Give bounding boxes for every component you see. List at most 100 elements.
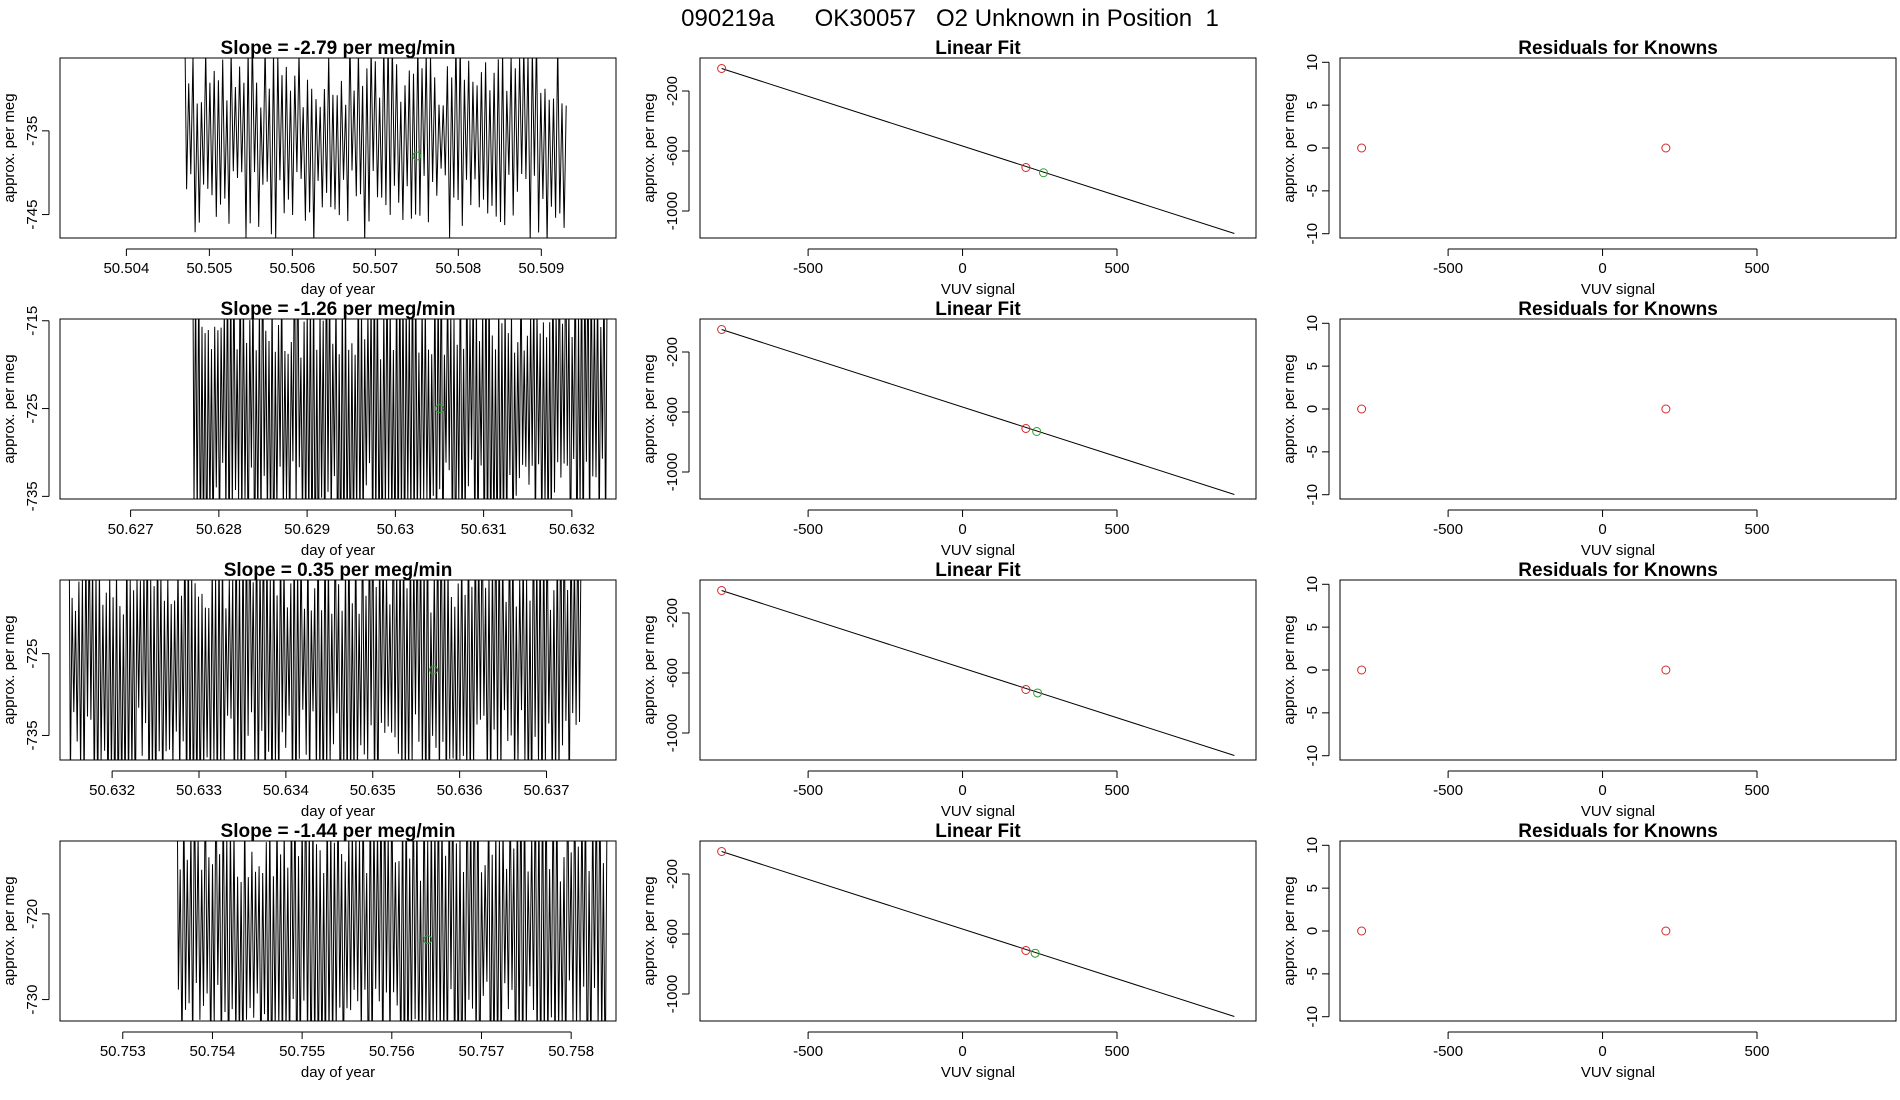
plot-frame bbox=[1339, 579, 1897, 761]
y-tick-label: -1000 bbox=[664, 714, 681, 752]
x-tick-label: 50.753 bbox=[100, 1043, 146, 1060]
fit-line bbox=[721, 329, 1235, 495]
y-tick-label: -5 bbox=[1304, 445, 1321, 458]
panel-title: Linear Fit bbox=[935, 560, 1021, 581]
y-axis-label: approx. per meg bbox=[1281, 876, 1298, 985]
y-tick-label: -725 bbox=[24, 394, 41, 424]
data-trace bbox=[177, 841, 608, 1021]
known-point-2 bbox=[1661, 926, 1671, 936]
plot-area bbox=[717, 325, 1235, 495]
known-point-1 bbox=[717, 847, 727, 856]
x-tick-label: 500 bbox=[1104, 521, 1129, 538]
y-axis-label: approx. per meg bbox=[1, 93, 18, 202]
y-tick-label: -600 bbox=[664, 136, 681, 166]
x-tick-label: 0 bbox=[1598, 260, 1606, 277]
x-tick-label: 50.636 bbox=[437, 782, 483, 799]
unknown-point bbox=[1032, 427, 1042, 436]
x-tick-label: 50.633 bbox=[176, 782, 222, 799]
panel-title: Linear Fit bbox=[935, 821, 1021, 842]
y-tick-label: -730 bbox=[24, 985, 41, 1015]
x-axis-label: VUV signal bbox=[941, 281, 1015, 298]
plot-frame bbox=[699, 840, 1257, 1022]
x-tick-label: 50.637 bbox=[524, 782, 570, 799]
x-tick-label: 0 bbox=[958, 521, 966, 538]
panel-title: Slope = -2.79 per meg/min bbox=[221, 38, 456, 59]
x-tick-label: 500 bbox=[1104, 1043, 1129, 1060]
x-tick-label: -500 bbox=[793, 260, 823, 277]
plot-frame bbox=[59, 579, 617, 761]
x-axis-label: day of year bbox=[301, 1064, 375, 1081]
x-tick-label: 50.632 bbox=[549, 521, 595, 538]
y-tick-label: -735 bbox=[24, 481, 41, 511]
x-tick-label: 0 bbox=[958, 782, 966, 799]
y-tick-label: 0 bbox=[1304, 405, 1321, 413]
y-tick-label: 5 bbox=[1304, 623, 1321, 631]
x-axis-label: VUV signal bbox=[941, 803, 1015, 820]
y-tick-label: 5 bbox=[1304, 884, 1321, 892]
y-tick-label: 10 bbox=[1304, 54, 1321, 71]
plot-area bbox=[68, 580, 582, 760]
y-axis-label: approx. per meg bbox=[1281, 615, 1298, 724]
panel-1-1: Slope = -2.79 per meg/min 50.504 50.505 50.… bbox=[1, 38, 617, 298]
x-tick-label: -500 bbox=[793, 521, 823, 538]
x-tick-label: 500 bbox=[1744, 1043, 1769, 1060]
x-axis-label: day of year bbox=[301, 281, 375, 298]
known-point-2 bbox=[1661, 665, 1671, 675]
panel-3-2: Linear Fit -500 0 500 VUV signal -200 -600 -100… bbox=[641, 560, 1257, 820]
x-tick-label: 50.758 bbox=[548, 1043, 594, 1060]
x-tick-label: 50.506 bbox=[269, 260, 315, 277]
x-tick-label: -500 bbox=[793, 1043, 823, 1060]
known-point-1 bbox=[717, 586, 727, 595]
known-point-2 bbox=[1021, 946, 1031, 955]
y-axis-label: approx. per meg bbox=[641, 93, 658, 202]
y-axis-label: approx. per meg bbox=[1, 615, 18, 724]
y-tick-label: 5 bbox=[1304, 101, 1321, 109]
y-tick-label: -10 bbox=[1304, 745, 1321, 767]
x-tick-label: 50.754 bbox=[190, 1043, 236, 1060]
plot-area bbox=[717, 64, 1235, 234]
x-tick-label: 500 bbox=[1744, 260, 1769, 277]
y-tick-label: 5 bbox=[1304, 362, 1321, 370]
x-axis-label: VUV signal bbox=[1581, 803, 1655, 820]
x-axis-label: VUV signal bbox=[1581, 1064, 1655, 1081]
data-trace bbox=[184, 58, 567, 238]
panel-4-3: Residuals for Knowns -500 0 500 VUV signal 10… bbox=[1281, 821, 1897, 1081]
plot-frame bbox=[59, 57, 617, 239]
y-axis-label: approx. per meg bbox=[1, 354, 18, 463]
x-tick-label: 0 bbox=[958, 260, 966, 277]
panel-title: Linear Fit bbox=[935, 38, 1021, 59]
y-axis-label: approx. per meg bbox=[1281, 354, 1298, 463]
x-tick-label: 0 bbox=[1598, 782, 1606, 799]
x-tick-label: 500 bbox=[1104, 260, 1129, 277]
known-point-1 bbox=[717, 64, 727, 73]
plot-area bbox=[1357, 143, 1671, 153]
y-tick-label: -1000 bbox=[664, 975, 681, 1013]
x-tick-label: -500 bbox=[793, 782, 823, 799]
y-tick-label: -735 bbox=[24, 116, 41, 146]
y-tick-label: -600 bbox=[664, 919, 681, 949]
x-tick-label: 50.628 bbox=[196, 521, 242, 538]
panel-1-2: Linear Fit -500 0 500 VUV signal -200 -600 -100… bbox=[641, 38, 1257, 298]
x-tick-label: 50.757 bbox=[459, 1043, 505, 1060]
unknown-point bbox=[412, 151, 422, 161]
known-point-2 bbox=[1021, 685, 1031, 694]
unknown-point bbox=[434, 404, 444, 414]
x-tick-label: 50.504 bbox=[103, 260, 149, 277]
panel-2-3: Residuals for Knowns -500 0 500 VUV signal 10… bbox=[1281, 299, 1897, 559]
x-tick-label: 0 bbox=[1598, 1043, 1606, 1060]
y-tick-label: 0 bbox=[1304, 927, 1321, 935]
y-axis-label: approx. per meg bbox=[641, 615, 658, 724]
x-tick-label: 0 bbox=[958, 1043, 966, 1060]
x-axis-label: day of year bbox=[301, 803, 375, 820]
unknown-point bbox=[1033, 688, 1043, 698]
y-tick-label: -10 bbox=[1304, 484, 1321, 506]
x-tick-label: 50.631 bbox=[461, 521, 507, 538]
x-tick-label: -500 bbox=[1433, 1043, 1463, 1060]
panel-title: Residuals for Knowns bbox=[1518, 560, 1718, 581]
panel-2-2: Linear Fit -500 0 500 VUV signal -200 -600 -100… bbox=[641, 299, 1257, 559]
y-tick-label: -735 bbox=[24, 720, 41, 750]
y-tick-label: -600 bbox=[664, 658, 681, 688]
x-tick-label: 0 bbox=[1598, 521, 1606, 538]
